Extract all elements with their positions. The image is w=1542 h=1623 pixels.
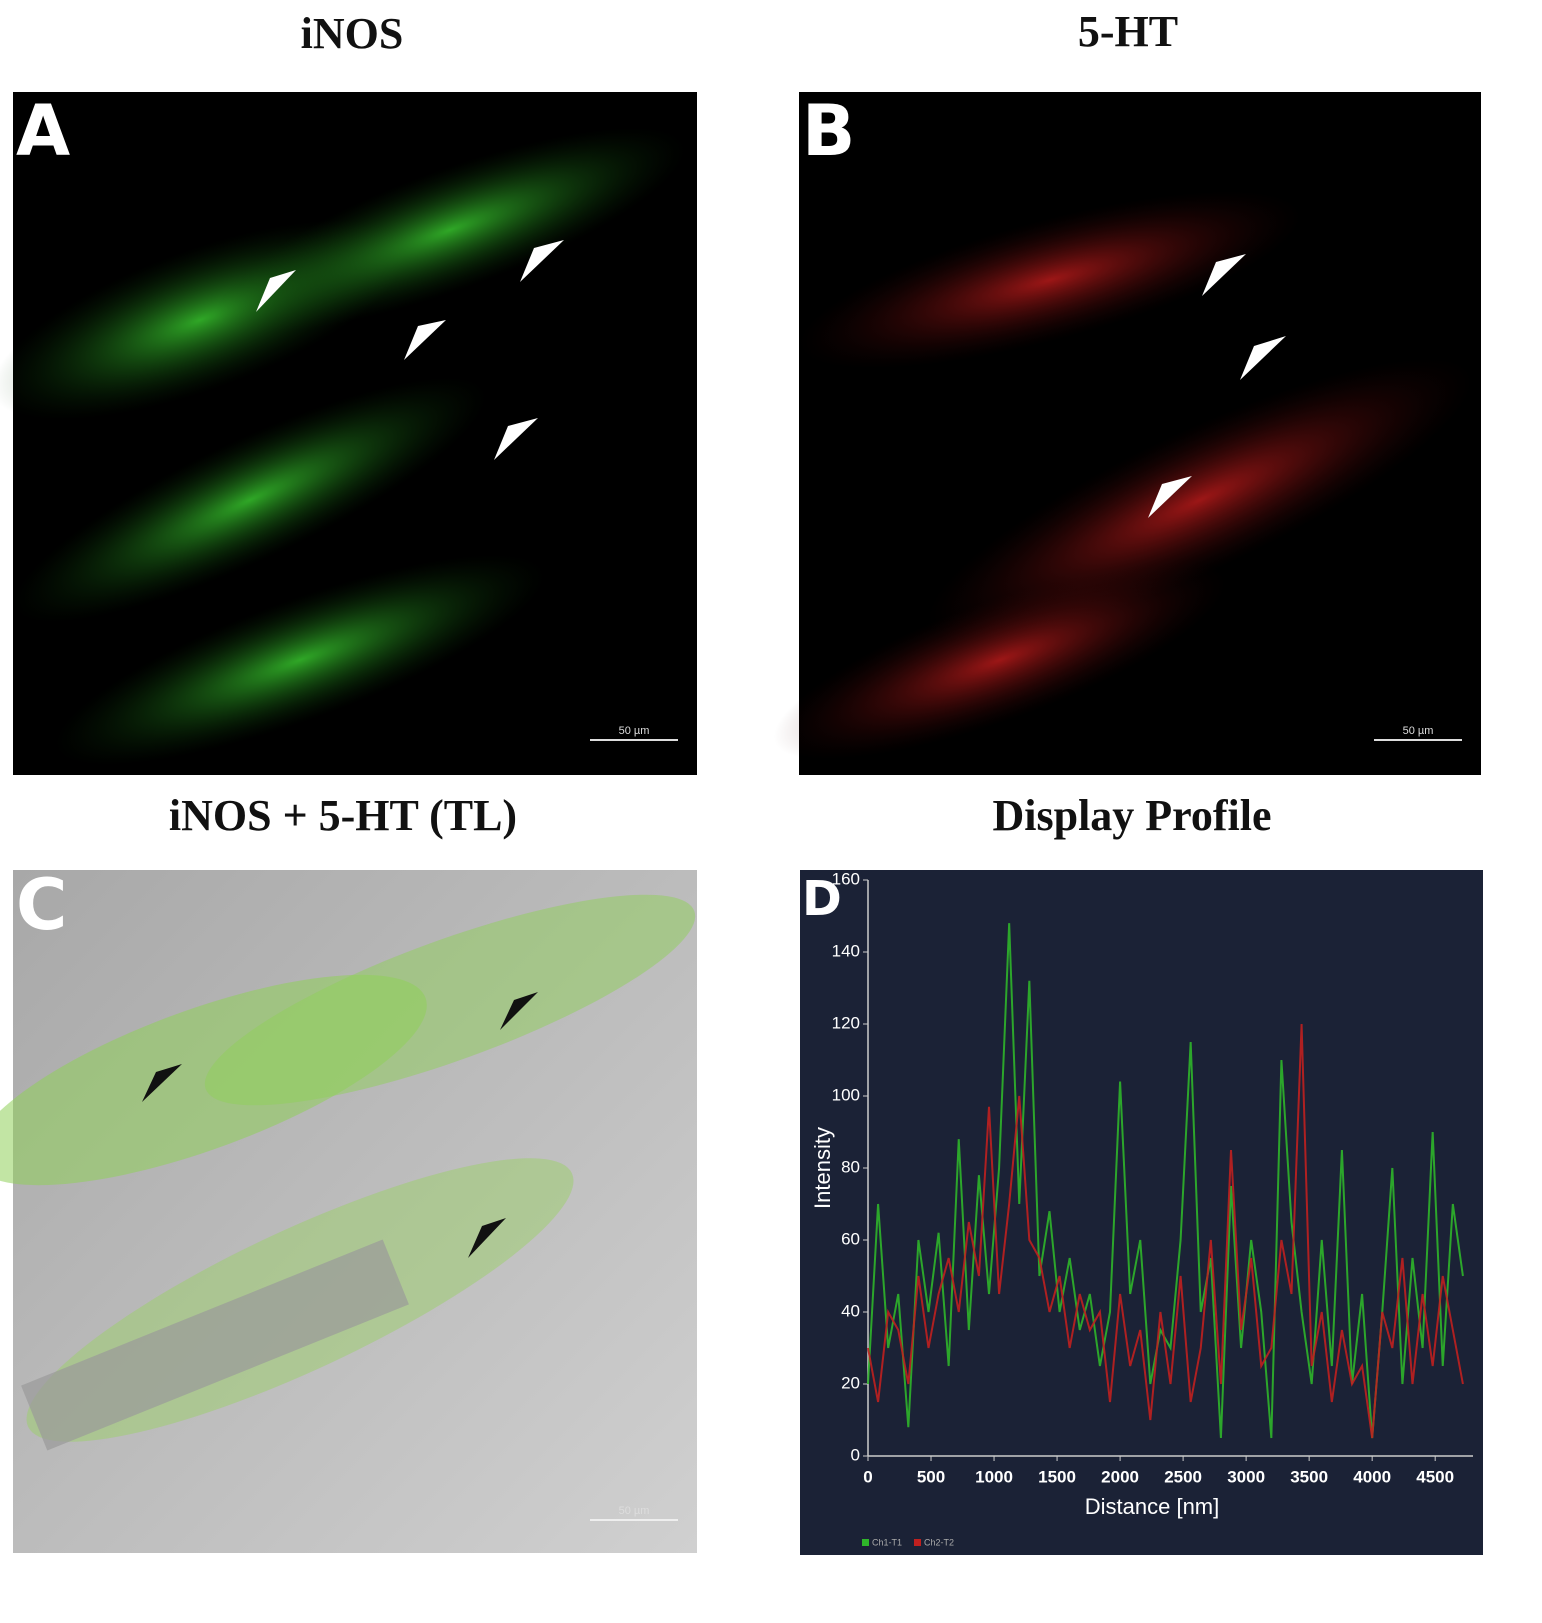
panel-title: iNOS <box>301 9 404 58</box>
scale-bar-label: 50 µm <box>619 1505 650 1517</box>
y-tick-label: 20 <box>841 1373 860 1392</box>
y-tick-label: 120 <box>832 1013 860 1032</box>
legend-swatch <box>914 1539 921 1546</box>
x-tick-label: 2500 <box>1164 1467 1202 1486</box>
x-tick-label: 4500 <box>1416 1467 1454 1486</box>
panel-c-image <box>0 870 697 1553</box>
series-line <box>867 923 1464 1439</box>
legend-label: Ch1-T1 <box>872 1537 902 1547</box>
scale-bar-label: 50 µm <box>1403 725 1434 737</box>
y-tick-label: 40 <box>841 1301 860 1320</box>
panel-letter: C <box>16 864 67 946</box>
y-tick-label: 80 <box>841 1157 860 1176</box>
x-tick-label: 500 <box>917 1467 945 1486</box>
panel-a-image <box>0 92 697 775</box>
panel-d-background <box>800 870 1483 1555</box>
x-tick-label: 3500 <box>1290 1467 1328 1486</box>
x-axis-label: Distance [nm] <box>1085 1494 1220 1519</box>
y-tick-label: 60 <box>841 1229 860 1248</box>
panel-letter: B <box>802 90 855 172</box>
x-tick-label: 4000 <box>1353 1467 1391 1486</box>
panel-letter: D <box>802 871 842 927</box>
panel-letter: A <box>16 90 70 172</box>
y-tick-label: 100 <box>832 1085 860 1104</box>
x-tick-label: 3000 <box>1227 1467 1265 1486</box>
panel-title: Display Profile <box>992 791 1271 840</box>
x-tick-label: 0 <box>863 1467 872 1486</box>
panel-b-image <box>773 92 1481 775</box>
legend-label: Ch2-T2 <box>924 1537 954 1547</box>
scale-bar-label: 50 µm <box>619 725 650 737</box>
y-tick-label: 0 <box>851 1445 860 1464</box>
x-tick-label: 1000 <box>975 1467 1013 1486</box>
legend-swatch <box>862 1539 869 1546</box>
panel-title: iNOS + 5-HT (TL) <box>169 791 517 840</box>
panel-title: 5-HT <box>1078 7 1178 56</box>
x-tick-label: 1500 <box>1038 1467 1076 1486</box>
x-tick-label: 2000 <box>1101 1467 1139 1486</box>
y-axis-label: Intensity <box>810 1127 835 1209</box>
series-line <box>867 1023 1464 1439</box>
y-tick-label: 140 <box>832 941 860 960</box>
y-tick-label: 160 <box>832 869 860 888</box>
